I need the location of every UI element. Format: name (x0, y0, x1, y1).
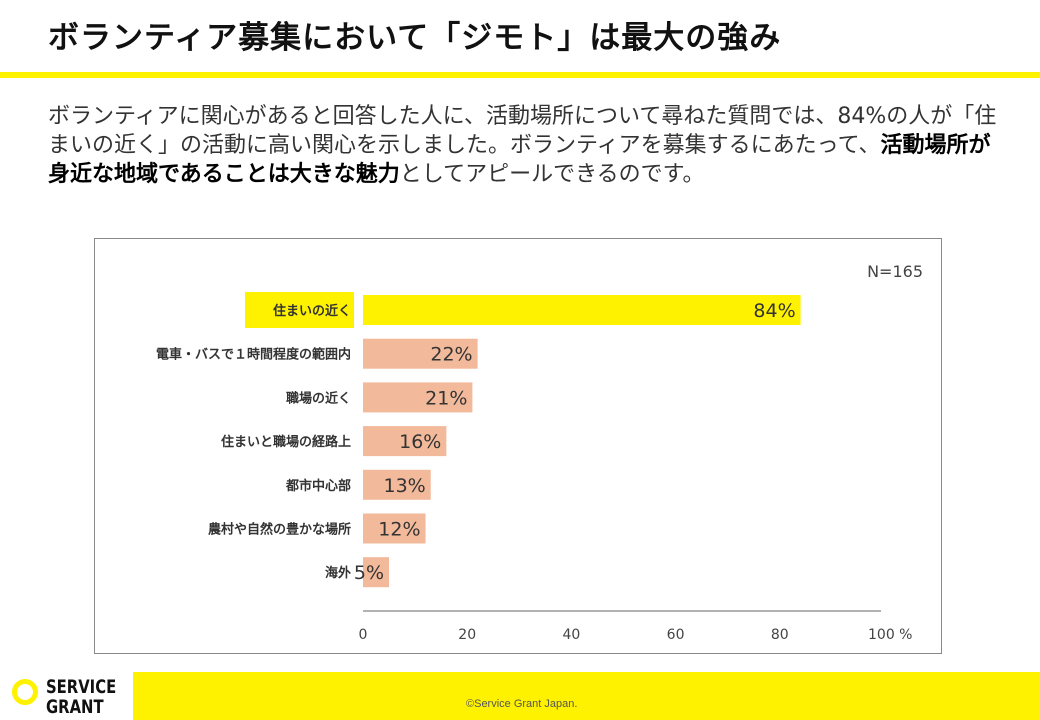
bar (363, 382, 473, 413)
category-label: 職場の近く (286, 390, 351, 406)
copyright-text: ©Service Grant Japan. (466, 698, 578, 710)
logo-text-grant: GRANT (46, 696, 104, 718)
category-label: 住まいの近く (273, 303, 351, 319)
category-label: 住まいと職場の経路上 (221, 434, 351, 450)
service-grant-logo-icon (12, 679, 38, 705)
bar-chart: N=165 住まいの近く 84% 電車・バスで１時間程度の範囲内 22% 職場の近く 21%… (156, 262, 923, 643)
bar (363, 295, 801, 325)
bar-value-label: 84% (753, 300, 795, 322)
x-tick-label: 20 (458, 627, 476, 643)
sample-size-label: N=165 (867, 262, 923, 281)
category-label: 海外 (325, 565, 351, 581)
page-title: ボランティア募集において「ジモト」は最大の強み (48, 20, 782, 56)
bar (363, 469, 431, 500)
bar-chart-panel: N=165 住まいの近く 84% 電車・バスで１時間程度の範囲内 22% 職場の近く 21%… (94, 238, 942, 654)
footer-bar (133, 672, 1040, 720)
x-tick-label: 100 % (868, 627, 912, 643)
bar-value-label: 5% (354, 562, 384, 584)
title-underline (0, 72, 1040, 78)
bar-value-label: 16% (399, 431, 441, 453)
bar-value-label: 12% (378, 519, 420, 541)
intro-text-emphasis: 活動場所が身近な地域であることは大きな魅力 (48, 133, 991, 187)
bar (363, 557, 390, 588)
x-tick-label: 80 (771, 627, 789, 643)
category-label: 電車・バスで１時間程度の範囲内 (156, 347, 351, 363)
category-label: 農村や自然の豊かな場所 (208, 522, 351, 538)
intro-text-tail: としてアピールできるのです。 (399, 162, 705, 187)
category-label: 都市中心部 (285, 478, 351, 494)
bar (363, 513, 426, 544)
bar (363, 338, 478, 369)
x-tick-label: 60 (667, 627, 685, 643)
category-highlight-box (245, 292, 354, 328)
x-tick-label: 40 (562, 627, 580, 643)
bar-value-label: 22% (430, 344, 472, 366)
x-tick-label: 0 (359, 627, 368, 643)
intro-text-lead: ボランティアに関心があると回答した人に、活動場所について尋ねた質問では、84%の… (48, 104, 997, 158)
intro-paragraph: ボランティアに関心があると回答した人に、活動場所について尋ねた質問では、84%の… (48, 102, 1008, 189)
bar-value-label: 13% (383, 475, 425, 497)
logo-text-service: SERVICE (46, 676, 117, 698)
bar-value-label: 21% (425, 387, 467, 409)
bar (363, 426, 447, 457)
